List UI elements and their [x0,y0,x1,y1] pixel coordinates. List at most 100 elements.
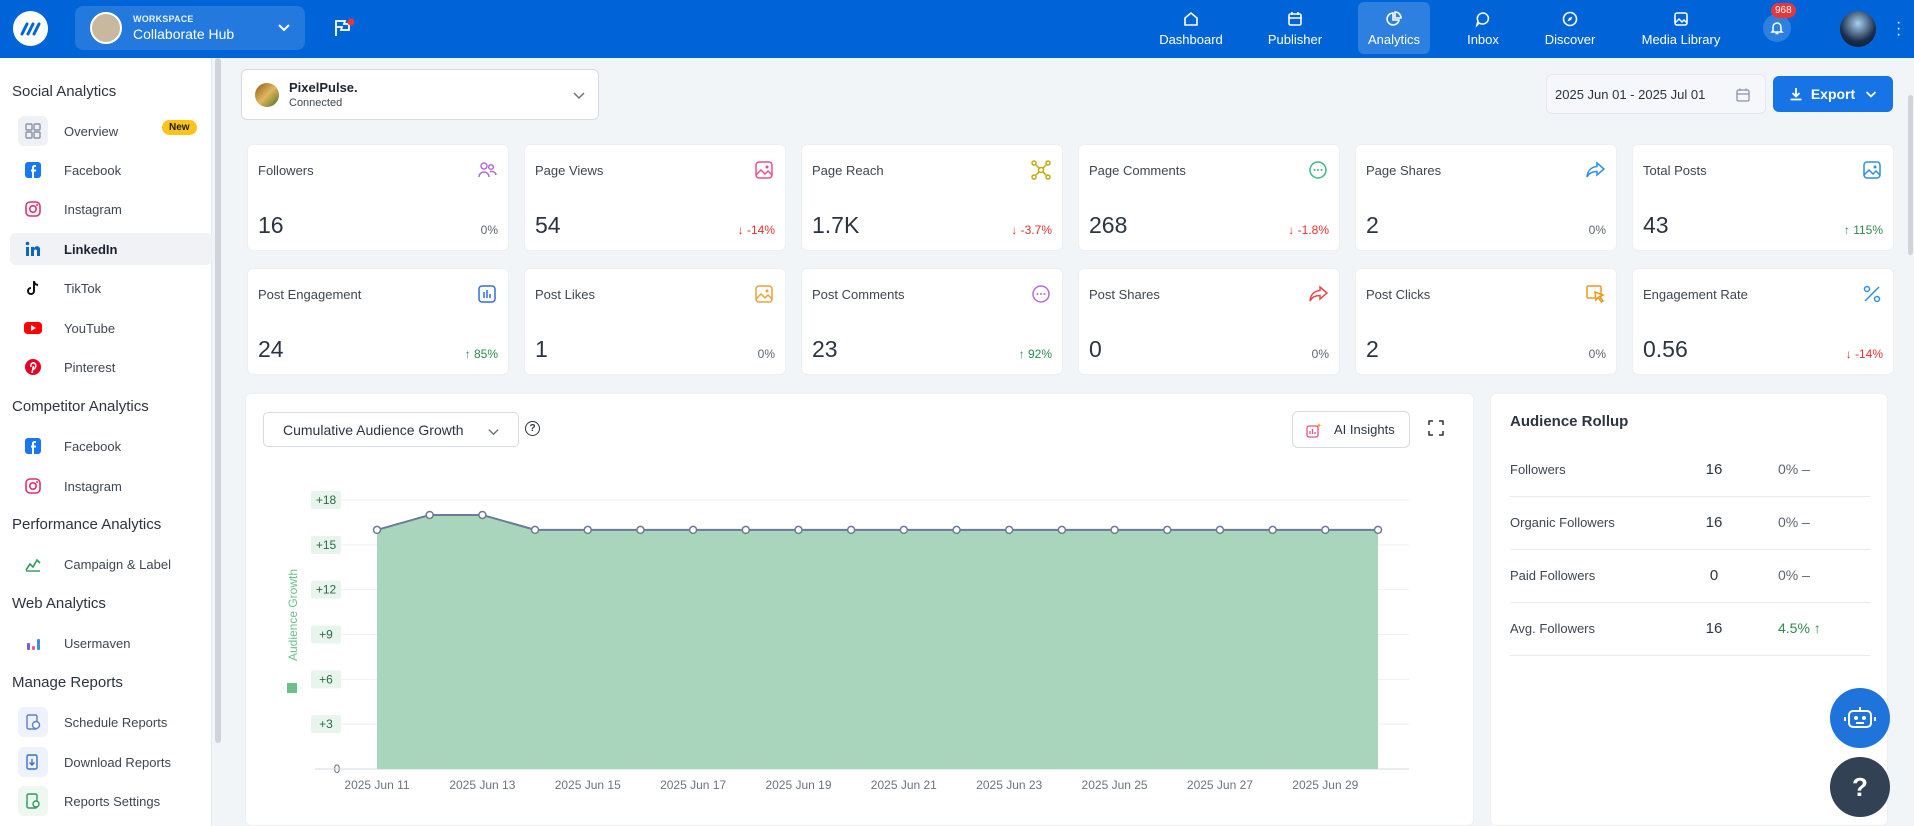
series-line [376,513,1378,531]
metric-change-value: 0% [1588,347,1606,361]
home-icon [1184,11,1198,26]
metric-change-value: -14% [1854,347,1883,361]
app-logo[interactable] [13,11,48,46]
pinterest-icon [25,359,41,375]
question-icon: ? [1852,771,1868,802]
grid-icon [25,123,41,139]
image-icon [753,159,775,181]
fullscreen-icon[interactable] [1428,420,1444,436]
rollup-label: Avg. Followers [1510,621,1596,636]
help-button[interactable]: ? [1830,757,1890,817]
metric-change: ↓ -14% [1846,347,1883,361]
sidebar-item-pinterest[interactable]: Pinterest [10,351,212,383]
schedule-icon [26,714,41,730]
metric-title: Engagement Rate [1643,287,1748,302]
metric-change-value: 0% [480,223,498,237]
sidebar-item-linkedin[interactable]: LinkedIn [10,233,212,265]
sidebar-item-facebook[interactable]: Facebook [10,154,212,186]
rollup-change: 4.5% ↑ [1778,620,1821,636]
nav-analytics[interactable]: Analytics [1358,2,1430,54]
sidebar-item-competitor-facebook[interactable]: Facebook [10,430,212,462]
section-performance-analytics: Performance Analytics [12,516,162,533]
x-tick-label: 2025 Jun 25 [1082,778,1148,792]
account-selector[interactable]: PixelPulse. Connected [241,69,599,120]
metric-card-page-comments: Page Comments 268 ↓ -1.8% [1078,144,1340,251]
date-range-picker[interactable]: 2025 Jun 01 - 2025 Jul 01 [1546,74,1766,114]
nav-media-library[interactable]: Media Library [1638,2,1724,54]
metric-card-post-comments: Post Comments 23 ↑ 92% [801,268,1063,375]
export-button[interactable]: Export [1773,76,1893,112]
metric-value: 268 [1089,212,1128,238]
sidebar-item-tiktok[interactable]: TikTok [10,272,212,304]
rollup-label: Organic Followers [1510,515,1615,530]
metric-change-value: 92% [1027,347,1052,361]
user-avatar[interactable] [1840,11,1876,47]
instagram-icon [25,201,41,217]
y-tick-bg [311,580,341,599]
data-point [794,525,803,535]
sidebar-item-campaign-label[interactable]: Campaign & Label [10,548,212,580]
data-point [741,525,751,535]
rollup-value: 0 [1709,567,1719,584]
help-icon[interactable]: ? [525,421,540,436]
metric-value: 2 [1366,336,1379,362]
metric-card-page-shares: Page Shares 2 0% [1355,144,1617,251]
data-point [688,525,698,535]
sidebar-item-reports-settings[interactable]: Reports Settings [10,785,212,817]
section-competitor-analytics: Competitor Analytics [12,398,149,415]
main-scrollbar[interactable] [1908,95,1913,255]
legend-swatch [287,683,297,693]
export-label: Export [1810,86,1856,102]
sidebar-scrollbar[interactable] [215,58,221,743]
trend-arrow-icon: ↓ [1288,223,1298,237]
metric-title: Page Comments [1089,163,1186,178]
y-axis-label: Audience Growth [286,569,300,661]
metric-card-post-shares: Post Shares 0 0% [1078,268,1340,375]
workspace-label: WORKSPACE [133,14,194,24]
chatbot-button[interactable] [1830,688,1890,748]
notifications-button[interactable] [1763,14,1791,42]
sidebar-item-competitor-instagram[interactable]: Instagram [10,470,212,502]
sidebar-item-label: Facebook [64,162,122,178]
metric-change: 0% [1312,347,1329,361]
download-icon [1790,88,1802,101]
calendar-icon [1288,11,1302,26]
sidebar-item-overview[interactable]: Overview [10,115,212,147]
robot-icon [1844,707,1876,728]
workspace-switcher[interactable]: WORKSPACE Collaborate Hub [75,6,305,50]
data-point [1321,525,1330,535]
chart-type-dropdown[interactable]: Cumulative Audience Growth [263,412,519,447]
sidebar-item-download-reports[interactable]: Download Reports [10,746,212,778]
sidebar-item-schedule-reports[interactable]: Schedule Reports [10,706,212,738]
x-tick-label: 2025 Jun 13 [449,778,515,792]
percent-icon [1861,283,1883,305]
flag-icon[interactable] [333,18,355,38]
nav-publisher[interactable]: Publisher [1263,2,1327,54]
chat-icon [1475,11,1490,28]
metric-change: ↓ -1.8% [1288,223,1329,237]
trend-arrow-icon: ↓ [737,223,747,237]
y-tick-label: +9 [319,628,333,642]
data-point [372,525,382,535]
trend-arrow-icon: ↑ [1018,347,1028,361]
trend-arrow-icon: ↑ [1843,223,1854,237]
sidebar-item-instagram[interactable]: Instagram [10,193,212,225]
metric-value: 43 [1643,212,1669,238]
nav-discover[interactable]: Discover [1540,2,1600,54]
usermaven-icon [27,639,40,650]
x-tick-label: 2025 Jun 27 [1187,778,1253,792]
nav-dashboard[interactable]: Dashboard [1156,2,1226,54]
y-tick-label: +12 [316,583,337,597]
metric-card-post-likes: Post Likes 1 0% [524,268,786,375]
rollup-value: 16 [1705,461,1723,478]
ai-insights-button[interactable]: AI Insights [1292,411,1410,448]
nav-inbox[interactable]: Inbox [1460,2,1506,54]
sidebar-item-youtube[interactable]: YouTube [10,312,212,344]
facebook-icon [25,162,41,178]
sidebar-item-label: Usermaven [64,635,131,651]
more-options-icon[interactable]: · · · [1896,14,1902,43]
logo-icon [20,22,40,35]
sidebar-item-usermaven[interactable]: Usermaven [10,627,212,659]
rollup-row: Followers 16 0% – [1510,444,1870,497]
metric-title: Total Posts [1643,163,1707,178]
